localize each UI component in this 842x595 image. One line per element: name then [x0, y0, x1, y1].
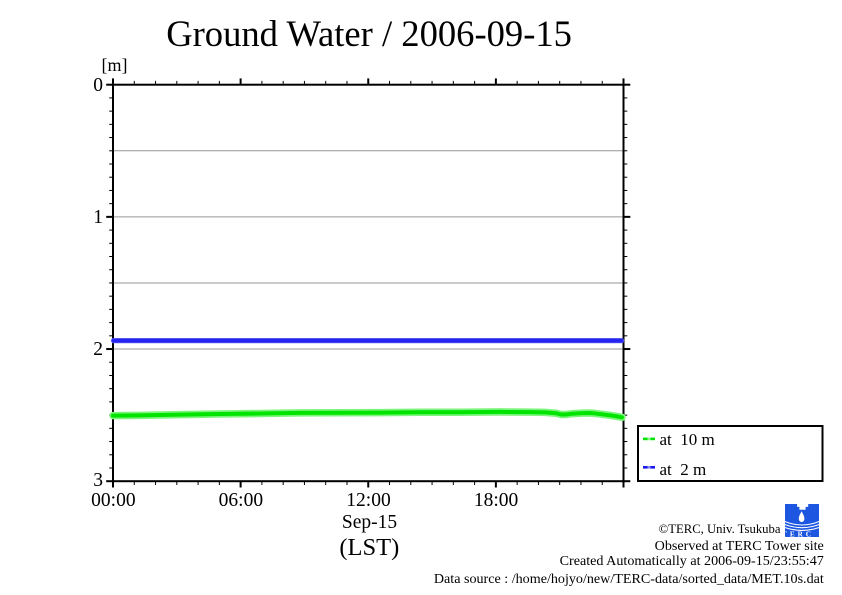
svg-text:TERC: TERC — [785, 530, 814, 537]
